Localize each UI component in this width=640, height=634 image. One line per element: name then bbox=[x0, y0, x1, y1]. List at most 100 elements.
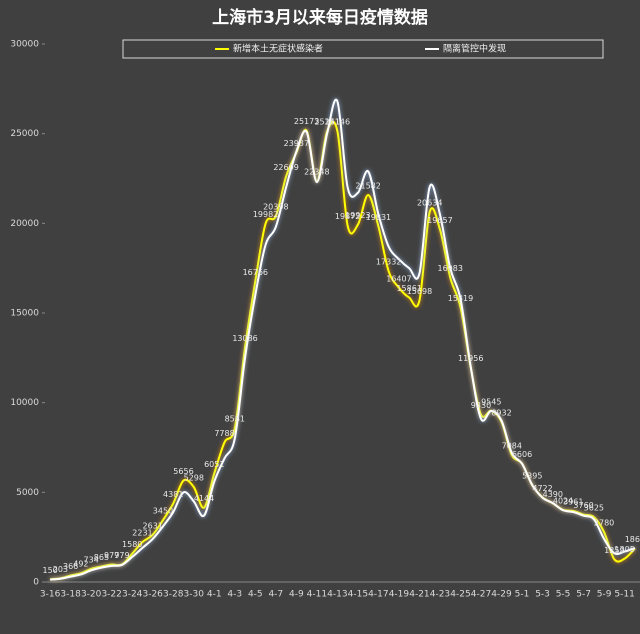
x-tick-label: 4-27 bbox=[471, 590, 491, 600]
value-label: 2231 bbox=[132, 528, 152, 537]
x-tick-label: 4-11 bbox=[307, 590, 327, 600]
value-label: 25173 bbox=[294, 117, 319, 126]
x-tick-label: 3-26 bbox=[142, 590, 163, 600]
y-tick-label: 25000 bbox=[10, 129, 39, 139]
value-label: 16407 bbox=[386, 274, 411, 283]
value-label: 17332 bbox=[376, 258, 401, 267]
value-label: 19831 bbox=[366, 213, 391, 222]
value-label: 366 bbox=[63, 562, 78, 571]
value-label: 4144 bbox=[194, 494, 214, 503]
value-label: 2631 bbox=[143, 521, 163, 530]
value-label: 15319 bbox=[448, 294, 473, 303]
x-tick-label: 3-28 bbox=[163, 590, 184, 600]
x-tick-label: 3-24 bbox=[122, 590, 143, 600]
value-label: 865 bbox=[94, 553, 109, 562]
x-tick-label: 4-3 bbox=[227, 590, 242, 600]
x-tick-label: 5-11 bbox=[614, 590, 634, 600]
value-label: 150 bbox=[42, 566, 57, 575]
value-label: 3760 bbox=[573, 501, 593, 510]
value-label: 5298 bbox=[184, 473, 204, 482]
value-label: 1869 bbox=[625, 535, 640, 544]
value-label: 15698 bbox=[407, 287, 432, 296]
x-tick-label: 4-15 bbox=[348, 590, 368, 600]
y-tick-label: 10000 bbox=[10, 398, 39, 408]
legend-box bbox=[122, 39, 604, 59]
x-tick-label: 4-19 bbox=[389, 590, 410, 600]
value-label: 7084 bbox=[502, 441, 522, 450]
value-label: 21582 bbox=[355, 181, 380, 190]
value-label: 6606 bbox=[512, 450, 532, 459]
value-label: 3625 bbox=[584, 503, 604, 512]
value-label: 1580 bbox=[122, 540, 142, 549]
value-label: 25146 bbox=[325, 118, 350, 127]
y-tick-label: 15000 bbox=[10, 309, 39, 319]
x-tick-label: 4-7 bbox=[268, 590, 283, 600]
value-label: 9330 bbox=[471, 401, 491, 410]
y-tick-label: 30000 bbox=[10, 40, 39, 50]
x-tick-label: 5-9 bbox=[597, 590, 612, 600]
value-label: 19657 bbox=[427, 216, 452, 225]
value-label: 979 bbox=[114, 551, 129, 560]
x-tick-label: 5-5 bbox=[556, 590, 571, 600]
value-label: 1305 bbox=[614, 545, 634, 554]
value-label: 8581 bbox=[225, 415, 245, 424]
value-label: 15861 bbox=[396, 284, 421, 293]
x-tick-label: 3-22 bbox=[101, 590, 121, 600]
value-label: 5395 bbox=[522, 472, 542, 481]
x-tick-label: 5-1 bbox=[515, 590, 530, 600]
value-label: 977 bbox=[104, 551, 119, 560]
value-label: 1259 bbox=[604, 546, 624, 555]
x-tick-label: 3-18 bbox=[60, 590, 81, 600]
value-label: 16766 bbox=[243, 268, 268, 277]
x-tick-label: 3-16 bbox=[40, 590, 61, 600]
chart-title: 上海市3月以来每日疫情数据 bbox=[212, 7, 428, 28]
value-label: 19923 bbox=[345, 211, 370, 220]
x-tick-label: 4-21 bbox=[409, 590, 429, 600]
x-tick-label: 4-23 bbox=[430, 590, 450, 600]
value-label: 4390 bbox=[543, 490, 563, 499]
x-tick-label: 4-17 bbox=[368, 590, 388, 600]
value-label: 22348 bbox=[304, 168, 329, 177]
x-tick-label: 4-25 bbox=[450, 590, 470, 600]
value-label: 4024 bbox=[553, 496, 573, 505]
value-label: 734 bbox=[84, 555, 99, 564]
value-label: 2780 bbox=[594, 519, 614, 528]
series-line bbox=[50, 120, 636, 581]
value-label: 19872 bbox=[335, 212, 360, 221]
legend-label: 新增本土无症状感染者 bbox=[233, 43, 323, 55]
value-label: 23937 bbox=[284, 139, 309, 148]
value-label: 16983 bbox=[437, 264, 462, 273]
value-label: 3450 bbox=[153, 507, 173, 516]
x-tick-label: 4-5 bbox=[248, 590, 263, 600]
value-label: 9545 bbox=[481, 397, 501, 406]
value-label: 11956 bbox=[458, 354, 483, 363]
value-label: 19982 bbox=[253, 210, 278, 219]
y-tick-label: 0 bbox=[33, 578, 39, 588]
series-line bbox=[50, 98, 636, 581]
value-label: 25141 bbox=[314, 118, 339, 127]
value-label: 20634 bbox=[417, 198, 442, 207]
x-tick-label: 5-7 bbox=[576, 590, 591, 600]
value-label: 8932 bbox=[491, 408, 511, 417]
x-tick-label: 3-30 bbox=[184, 590, 205, 600]
value-label: 6051 bbox=[204, 460, 224, 469]
x-tick-label: 4-29 bbox=[491, 590, 512, 600]
value-label: 4381 bbox=[163, 490, 183, 499]
value-label: 3961 bbox=[563, 497, 583, 506]
value-label: 203 bbox=[53, 565, 68, 574]
x-tick-label: 4-13 bbox=[327, 590, 347, 600]
x-tick-label: 3-20 bbox=[81, 590, 102, 600]
x-tick-label: 5-3 bbox=[535, 590, 550, 600]
value-label: 13086 bbox=[232, 334, 257, 343]
value-label: 22609 bbox=[273, 163, 298, 172]
x-tick-label: 4-1 bbox=[207, 590, 222, 600]
value-label: 492 bbox=[73, 560, 88, 569]
value-label: 4722 bbox=[532, 484, 552, 493]
value-label: 20398 bbox=[263, 203, 288, 212]
x-tick-label: 4-9 bbox=[289, 590, 304, 600]
value-label: 7788 bbox=[214, 429, 234, 438]
y-tick-label: 5000 bbox=[16, 488, 39, 498]
legend-label: 隔离管控中发现 bbox=[443, 43, 506, 55]
value-label: 5656 bbox=[173, 467, 193, 476]
